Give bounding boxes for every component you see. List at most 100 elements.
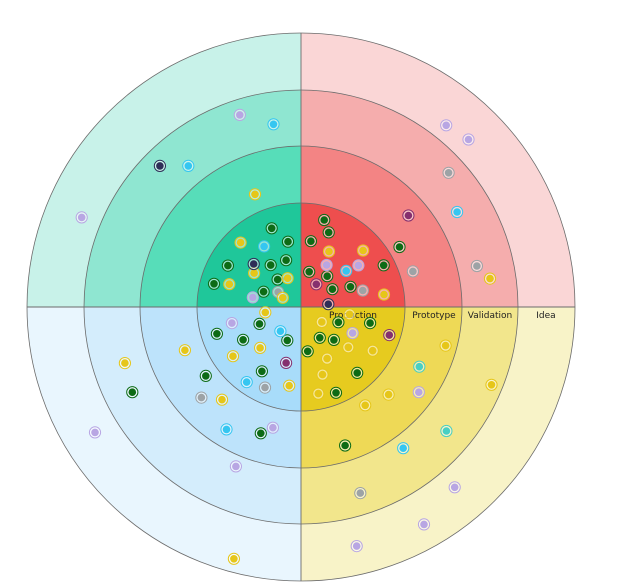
blip[interactable] [264,259,277,272]
blip[interactable] [274,325,287,338]
blip[interactable] [246,291,259,304]
blip[interactable] [126,386,139,399]
blip[interactable] [301,345,314,358]
blip[interactable] [439,339,452,352]
blip[interactable] [402,209,415,222]
blip[interactable] [237,333,250,346]
blip[interactable] [364,317,377,330]
blip[interactable] [281,235,295,248]
blip[interactable] [153,159,166,172]
blip[interactable] [207,277,221,290]
blip[interactable] [199,369,212,382]
blip[interactable] [440,119,453,132]
blip[interactable] [233,108,246,122]
blip[interactable] [448,481,461,494]
blip[interactable] [229,460,242,473]
blip[interactable] [356,284,369,297]
blip[interactable] [406,265,419,278]
blip[interactable] [451,205,464,219]
blip[interactable] [462,133,475,146]
blip[interactable] [248,267,261,280]
blip[interactable] [276,291,289,304]
blip[interactable] [248,188,262,201]
blip[interactable] [271,273,284,286]
blip[interactable] [315,315,328,329]
blip[interactable] [318,213,331,227]
blip[interactable] [254,427,267,440]
blip[interactable] [412,386,425,399]
blip[interactable] [342,341,355,354]
blip[interactable] [382,388,395,401]
blip[interactable] [417,518,431,531]
blip[interactable] [322,226,335,239]
blip[interactable] [182,159,195,172]
blip[interactable] [377,288,391,301]
blip[interactable] [321,270,334,283]
blip[interactable] [280,356,293,369]
blip[interactable] [227,552,240,565]
blip[interactable] [485,378,498,391]
blip[interactable] [366,344,379,357]
blip[interactable] [259,306,272,319]
blip[interactable] [383,329,396,342]
blip[interactable] [329,386,343,399]
blip[interactable] [118,357,132,370]
blip[interactable] [266,421,279,434]
blip[interactable] [413,360,426,373]
blip[interactable] [339,439,352,452]
blip[interactable] [313,331,326,344]
blip[interactable] [210,327,223,340]
blip[interactable] [321,352,334,365]
blip[interactable] [440,424,453,438]
blip[interactable] [322,298,335,311]
blip[interactable] [332,316,345,329]
blip[interactable] [258,381,272,394]
blip[interactable] [344,280,357,293]
blip[interactable] [442,166,455,179]
blip[interactable] [178,344,191,357]
blip[interactable] [226,350,240,363]
blip[interactable] [234,236,247,249]
blip[interactable] [223,278,236,291]
blip[interactable] [267,118,280,131]
blip[interactable] [316,368,329,381]
blip[interactable] [327,333,340,346]
blip[interactable] [265,222,278,235]
blip[interactable] [320,258,333,272]
blip[interactable] [303,265,316,278]
blip[interactable] [240,376,253,389]
blip[interactable] [352,259,365,272]
blip[interactable] [397,442,410,455]
blip[interactable] [247,257,260,271]
blip[interactable] [281,334,294,347]
blip[interactable] [195,391,208,404]
blip[interactable] [340,264,353,277]
blip[interactable] [359,399,372,412]
blip[interactable] [304,235,317,248]
blip[interactable] [283,379,296,392]
blip[interactable] [281,272,294,285]
blip[interactable] [215,393,229,406]
blip[interactable] [312,387,325,400]
blip[interactable] [346,327,359,340]
blip[interactable] [254,341,267,354]
blip[interactable] [322,245,336,258]
blip[interactable] [354,487,367,500]
blip[interactable] [221,259,234,272]
blip[interactable] [357,244,370,257]
blip[interactable] [393,240,406,254]
blip[interactable] [310,278,323,291]
blip[interactable] [326,283,339,296]
blip[interactable] [75,211,88,224]
blip[interactable] [343,308,356,321]
blip[interactable] [255,365,268,378]
blip[interactable] [351,366,364,379]
blip[interactable] [470,259,483,273]
blip[interactable] [483,272,497,285]
blip[interactable] [257,285,270,298]
blip[interactable] [225,317,238,330]
blip[interactable] [258,240,271,253]
blip[interactable] [280,254,293,267]
blip[interactable] [253,317,266,330]
blip[interactable] [377,259,390,272]
